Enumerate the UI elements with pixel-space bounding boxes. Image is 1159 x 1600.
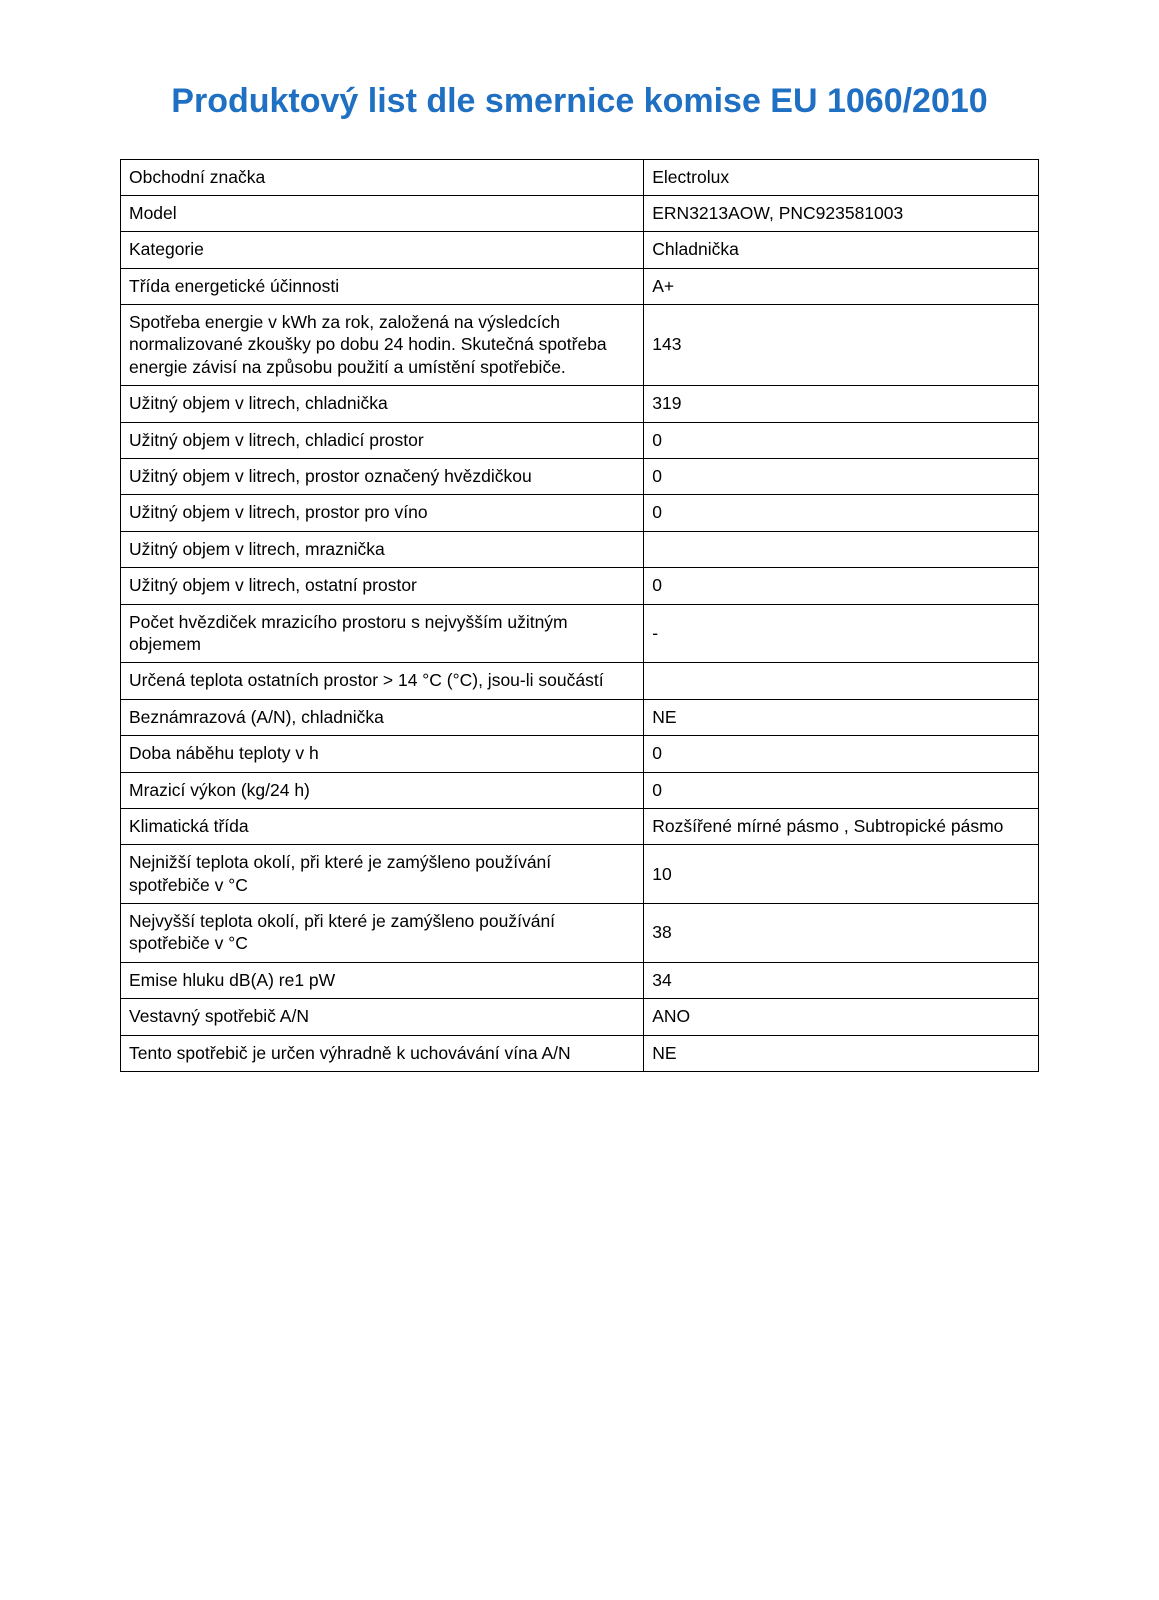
spec-table: Obchodní značkaElectroluxModelERN3213AOW… [120, 159, 1039, 1073]
spec-label: Tento spotřebič je určen výhradně k ucho… [121, 1035, 644, 1071]
spec-value: A+ [644, 268, 1039, 304]
spec-label: Určená teplota ostatních prostor > 14 °C… [121, 663, 644, 699]
spec-value: NE [644, 699, 1039, 735]
table-row: Užitný objem v litrech, chladnička319 [121, 386, 1039, 422]
table-row: Určená teplota ostatních prostor > 14 °C… [121, 663, 1039, 699]
table-row: Počet hvězdiček mrazicího prostoru s nej… [121, 604, 1039, 663]
spec-value: 319 [644, 386, 1039, 422]
table-row: KategorieChladnička [121, 232, 1039, 268]
spec-label: Nejnižší teplota okolí, při které je zam… [121, 845, 644, 904]
spec-label: Užitný objem v litrech, chladicí prostor [121, 422, 644, 458]
spec-value: Rozšířené mírné pásmo , Subtropické pásm… [644, 808, 1039, 844]
spec-label: Užitný objem v litrech, prostor pro víno [121, 495, 644, 531]
spec-value: 34 [644, 962, 1039, 998]
spec-value: 143 [644, 305, 1039, 386]
table-row: Doba náběhu teploty v h0 [121, 736, 1039, 772]
table-row: Obchodní značkaElectrolux [121, 159, 1039, 195]
spec-label: Třída energetické účinnosti [121, 268, 644, 304]
table-row: Klimatická třídaRozšířené mírné pásmo , … [121, 808, 1039, 844]
table-row: Užitný objem v litrech, prostor pro víno… [121, 495, 1039, 531]
spec-value: 10 [644, 845, 1039, 904]
table-row: Emise hluku dB(A) re1 pW34 [121, 962, 1039, 998]
spec-value: - [644, 604, 1039, 663]
spec-value: 0 [644, 736, 1039, 772]
table-row: Mrazicí výkon (kg/24 h)0 [121, 772, 1039, 808]
spec-value: 0 [644, 495, 1039, 531]
spec-label: Vestavný spotřebič A/N [121, 999, 644, 1035]
spec-value: Chladnička [644, 232, 1039, 268]
page-title: Produktový list dle smernice komise EU 1… [120, 80, 1039, 123]
spec-value: 0 [644, 772, 1039, 808]
table-row: Užitný objem v litrech, ostatní prostor0 [121, 568, 1039, 604]
spec-value [644, 531, 1039, 567]
spec-label: Užitný objem v litrech, prostor označený… [121, 459, 644, 495]
spec-value: ERN3213AOW, PNC923581003 [644, 195, 1039, 231]
spec-label: Klimatická třída [121, 808, 644, 844]
spec-label: Nejvyšší teplota okolí, při které je zam… [121, 904, 644, 963]
spec-label: Počet hvězdiček mrazicího prostoru s nej… [121, 604, 644, 663]
table-row: Vestavný spotřebič A/NANO [121, 999, 1039, 1035]
spec-label: Spotřeba energie v kWh za rok, založená … [121, 305, 644, 386]
table-row: Spotřeba energie v kWh za rok, založená … [121, 305, 1039, 386]
spec-label: Užitný objem v litrech, mraznička [121, 531, 644, 567]
spec-value: 0 [644, 422, 1039, 458]
spec-value: 0 [644, 568, 1039, 604]
table-row: Beznámrazová (A/N), chladničkaNE [121, 699, 1039, 735]
table-row: Užitný objem v litrech, mraznička [121, 531, 1039, 567]
spec-value: Electrolux [644, 159, 1039, 195]
spec-label: Model [121, 195, 644, 231]
spec-value: ANO [644, 999, 1039, 1035]
spec-value: 38 [644, 904, 1039, 963]
table-row: Užitný objem v litrech, prostor označený… [121, 459, 1039, 495]
table-row: Tento spotřebič je určen výhradně k ucho… [121, 1035, 1039, 1071]
spec-label: Obchodní značka [121, 159, 644, 195]
spec-label: Kategorie [121, 232, 644, 268]
document-page: Produktový list dle smernice komise EU 1… [0, 0, 1159, 1072]
table-row: Nejvyšší teplota okolí, při které je zam… [121, 904, 1039, 963]
spec-label: Doba náběhu teploty v h [121, 736, 644, 772]
spec-value: NE [644, 1035, 1039, 1071]
spec-label: Beznámrazová (A/N), chladnička [121, 699, 644, 735]
table-row: ModelERN3213AOW, PNC923581003 [121, 195, 1039, 231]
spec-label: Užitný objem v litrech, ostatní prostor [121, 568, 644, 604]
table-row: Užitný objem v litrech, chladicí prostor… [121, 422, 1039, 458]
spec-value: 0 [644, 459, 1039, 495]
table-row: Nejnižší teplota okolí, při které je zam… [121, 845, 1039, 904]
spec-table-body: Obchodní značkaElectroluxModelERN3213AOW… [121, 159, 1039, 1072]
spec-label: Užitný objem v litrech, chladnička [121, 386, 644, 422]
table-row: Třída energetické účinnostiA+ [121, 268, 1039, 304]
spec-label: Mrazicí výkon (kg/24 h) [121, 772, 644, 808]
spec-label: Emise hluku dB(A) re1 pW [121, 962, 644, 998]
spec-value [644, 663, 1039, 699]
